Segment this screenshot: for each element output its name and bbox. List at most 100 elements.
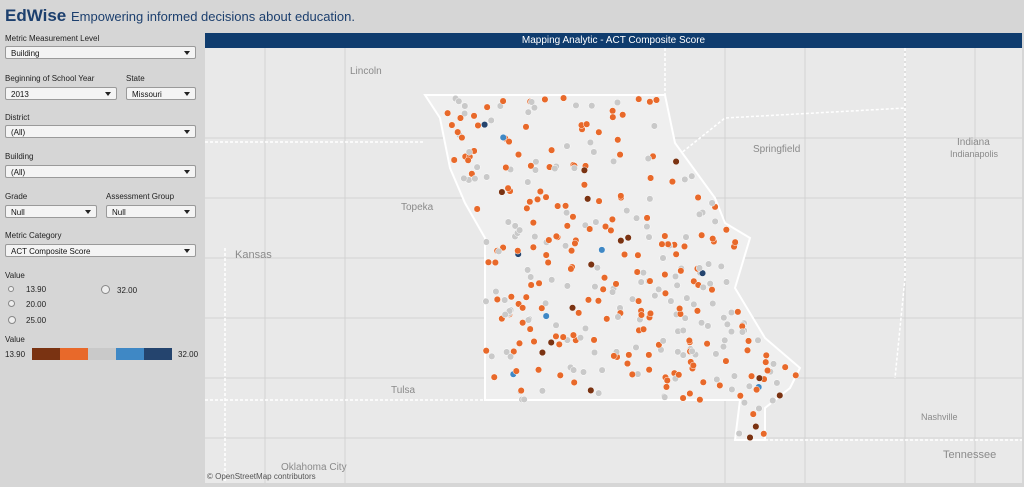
school-dot[interactable] — [552, 321, 560, 329]
school-dot[interactable] — [519, 319, 527, 327]
school-dot[interactable] — [570, 366, 578, 374]
school-dot[interactable] — [563, 282, 571, 290]
school-dot[interactable] — [512, 367, 520, 375]
school-dot[interactable] — [650, 122, 658, 130]
school-dot[interactable] — [637, 278, 645, 286]
dropdown[interactable]: Missouri — [126, 87, 196, 100]
school-dot[interactable] — [599, 285, 607, 293]
school-dot[interactable] — [672, 158, 680, 166]
school-dot[interactable] — [444, 109, 452, 117]
school-dot[interactable] — [663, 376, 671, 384]
school-dot[interactable] — [644, 155, 652, 163]
school-dot[interactable] — [624, 234, 632, 242]
school-dot[interactable] — [639, 269, 647, 277]
school-dot[interactable] — [586, 138, 594, 146]
school-dot[interactable] — [628, 295, 636, 303]
school-dot[interactable] — [658, 240, 666, 248]
school-dot[interactable] — [505, 138, 513, 146]
dropdown[interactable]: 2013 — [5, 87, 117, 100]
school-dot[interactable] — [593, 264, 601, 272]
school-dot[interactable] — [501, 311, 509, 319]
school-dot[interactable] — [545, 236, 553, 244]
school-dot[interactable] — [483, 103, 491, 111]
school-dot[interactable] — [651, 292, 659, 300]
school-dot[interactable] — [473, 205, 481, 213]
school-dot[interactable] — [664, 240, 672, 248]
school-dot[interactable] — [569, 331, 577, 339]
school-dot[interactable] — [610, 157, 618, 165]
school-dot[interactable] — [623, 207, 631, 215]
school-dot[interactable] — [460, 174, 468, 182]
school-dot[interactable] — [683, 294, 691, 302]
school-dot[interactable] — [709, 235, 717, 243]
school-dot[interactable] — [661, 271, 669, 279]
school-dot[interactable] — [454, 128, 462, 136]
school-dot[interactable] — [555, 340, 563, 348]
school-dot[interactable] — [498, 188, 506, 196]
school-dot[interactable] — [699, 283, 707, 291]
school-dot[interactable] — [519, 304, 527, 312]
school-dot[interactable] — [552, 232, 560, 240]
school-dot[interactable] — [450, 156, 458, 164]
school-dot[interactable] — [471, 175, 479, 183]
school-dot[interactable] — [712, 350, 720, 358]
school-dot[interactable] — [529, 219, 537, 227]
school-dot[interactable] — [754, 336, 762, 344]
school-dot[interactable] — [522, 293, 530, 301]
school-dot[interactable] — [590, 348, 599, 357]
map[interactable]: Lincoln Springfield Indiana Indianapolis… — [205, 48, 1022, 483]
school-dot[interactable] — [659, 337, 667, 345]
school-dot[interactable] — [703, 340, 711, 348]
school-dot[interactable] — [514, 247, 522, 255]
school-dot[interactable] — [637, 311, 645, 319]
school-dot[interactable] — [685, 336, 693, 345]
school-dot[interactable] — [730, 372, 738, 380]
school-dot[interactable] — [526, 198, 534, 206]
dropdown[interactable]: ACT Composite Score — [5, 244, 196, 257]
school-dot[interactable] — [722, 357, 730, 365]
school-dot[interactable] — [584, 195, 592, 203]
school-dot[interactable] — [696, 396, 704, 404]
school-dot[interactable] — [695, 210, 703, 218]
dropdown[interactable]: Null — [106, 205, 196, 218]
school-dot[interactable] — [484, 258, 492, 266]
school-dot[interactable] — [682, 233, 690, 241]
school-dot[interactable] — [580, 181, 588, 189]
school-dot[interactable] — [612, 280, 620, 288]
school-dot[interactable] — [516, 226, 524, 234]
school-dot[interactable] — [643, 223, 651, 231]
school-dot[interactable] — [745, 382, 753, 390]
school-dot[interactable] — [628, 370, 636, 378]
school-dot[interactable] — [595, 128, 603, 136]
school-dot[interactable] — [634, 251, 642, 259]
school-dot[interactable] — [689, 361, 697, 369]
school-dot[interactable] — [673, 281, 681, 289]
school-dot[interactable] — [592, 218, 600, 226]
school-dot[interactable] — [524, 266, 532, 274]
school-dot[interactable] — [633, 268, 641, 276]
school-dot[interactable] — [448, 121, 456, 129]
school-dot[interactable] — [704, 322, 712, 330]
school-dot[interactable] — [567, 265, 575, 273]
school-dot[interactable] — [731, 238, 739, 246]
school-dot[interactable] — [661, 289, 669, 297]
school-dot[interactable] — [571, 239, 579, 247]
school-dot[interactable] — [517, 387, 525, 395]
school-dot[interactable] — [652, 96, 661, 104]
school-dot[interactable] — [570, 378, 578, 387]
school-dot[interactable] — [524, 178, 532, 186]
school-dot[interactable] — [720, 314, 728, 322]
school-dot[interactable] — [667, 297, 675, 305]
school-dot[interactable] — [493, 295, 501, 304]
school-dot[interactable] — [690, 300, 698, 308]
school-dot[interactable] — [542, 251, 550, 259]
school-dot[interactable] — [490, 373, 498, 381]
school-dot[interactable] — [617, 192, 625, 200]
school-dot[interactable] — [694, 193, 702, 202]
school-dot[interactable] — [619, 111, 627, 119]
school-dot[interactable] — [524, 316, 532, 324]
school-dot[interactable] — [510, 347, 518, 356]
school-dot[interactable] — [746, 433, 754, 442]
school-dot[interactable] — [503, 348, 511, 356]
school-dot[interactable] — [499, 133, 507, 142]
